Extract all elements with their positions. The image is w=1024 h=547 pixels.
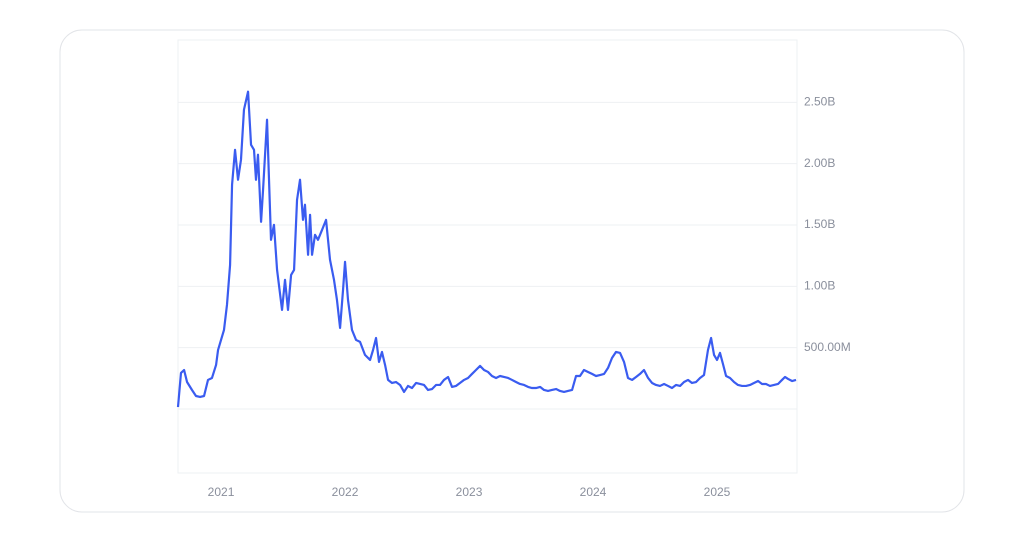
- card: [59, 29, 965, 513]
- x-tick-label: 2023: [456, 485, 483, 499]
- x-tick-label: 2024: [580, 485, 607, 499]
- plot-frame: [177, 39, 798, 474]
- y-tick-label: 1.00B: [804, 279, 835, 293]
- y-tick-label: 1.50B: [804, 217, 835, 231]
- y-tick-label: 500.00M: [804, 340, 851, 354]
- y-tick-label: 2.00B: [804, 156, 835, 170]
- x-tick-label: 2025: [704, 485, 731, 499]
- y-tick-label: 2.50B: [804, 95, 835, 109]
- x-tick-label: 2021: [208, 485, 235, 499]
- price-line: [176, 90, 797, 408]
- x-tick-label: 2022: [332, 485, 359, 499]
